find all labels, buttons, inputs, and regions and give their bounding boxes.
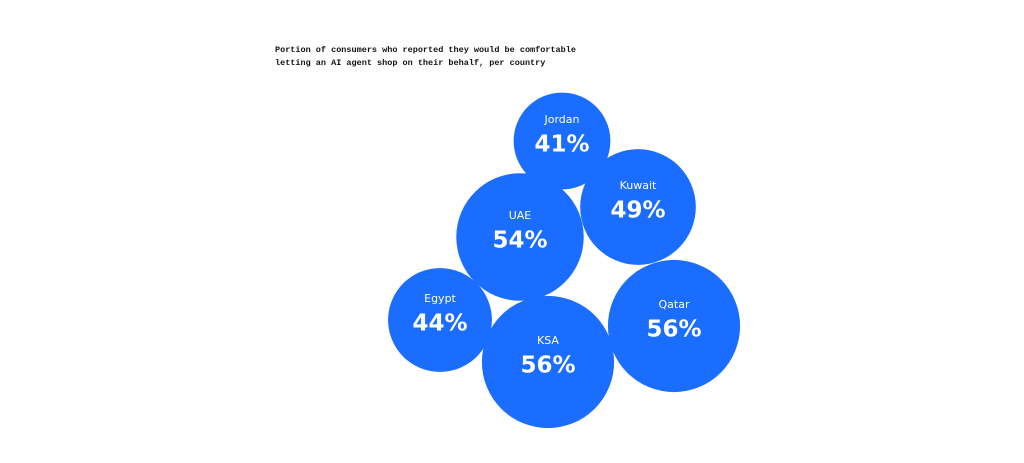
bubble-category: KSA (537, 334, 559, 347)
bubble (456, 173, 584, 301)
bubble-value-label: 56% (520, 353, 575, 379)
chart-title: Portion of consumers who reported they w… (275, 45, 576, 68)
bubble-value-label: 44% (412, 311, 467, 337)
bubble-value-label: 41% (534, 132, 589, 158)
bubble (513, 92, 611, 190)
bubble (388, 268, 492, 372)
bubble-value-label: 56% (646, 317, 701, 343)
bubble-category: Kuwait (620, 179, 657, 192)
bubble-value-label: 49% (610, 198, 665, 224)
bubble-category: Egypt (424, 292, 456, 305)
bubble-value-label: 54% (492, 228, 547, 254)
bubble (580, 149, 696, 265)
bubble (481, 295, 615, 429)
bubble-category: Qatar (659, 298, 690, 311)
bubble (607, 259, 741, 393)
bubble-category: Jordan (544, 113, 580, 126)
bubble-category: UAE (509, 209, 532, 222)
